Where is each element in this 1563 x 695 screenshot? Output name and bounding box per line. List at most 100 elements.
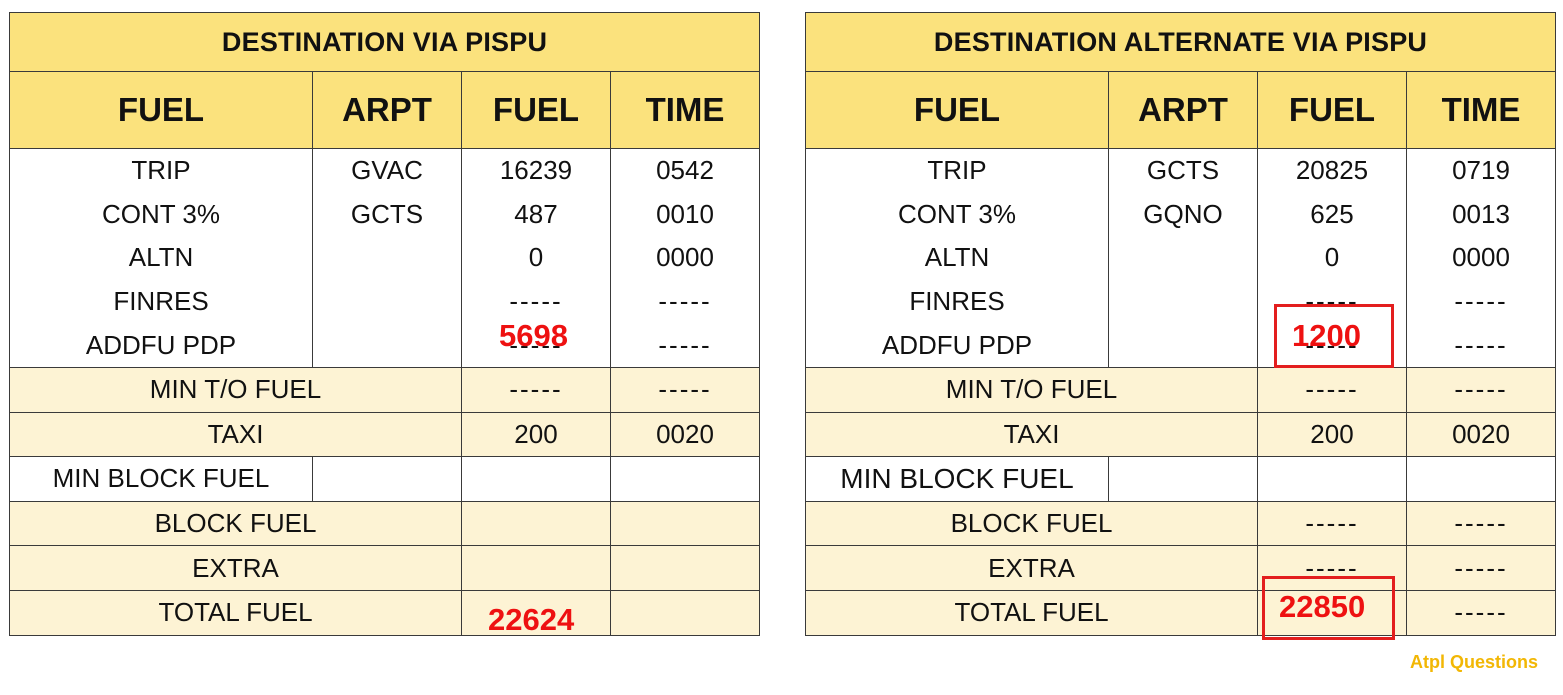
fuel-cell: 0 <box>461 236 611 280</box>
arpt-cell: GCTS <box>1108 147 1258 193</box>
total-fuel-annotation-left: 22624 <box>488 602 575 637</box>
fuel-cell: ----- <box>1257 366 1407 413</box>
table-row: CONT 3% GQNO 625 0013 <box>805 192 1557 237</box>
column-header-arpt: ARPT <box>1108 71 1258 149</box>
addfu-annotation-right: 1200 <box>1292 318 1361 353</box>
time-cell: ----- <box>1405 545 1557 591</box>
row-label: BLOCK FUEL <box>805 500 1258 547</box>
arpt-cell <box>1108 236 1258 280</box>
row-label: TRIP <box>9 147 313 193</box>
time-cell <box>609 500 761 547</box>
taxi-row: TAXI 200 0020 <box>9 411 761 458</box>
fuel-cell: 200 <box>1257 411 1407 458</box>
row-label: CONT 3% <box>9 192 313 237</box>
min-block-fuel-row: MIN BLOCK FUEL <box>9 456 761 502</box>
row-label: ALTN <box>805 236 1109 280</box>
column-header-arpt: ARPT <box>312 71 462 149</box>
table-row: TRIP GVAC 16239 0542 <box>9 147 761 193</box>
row-label: FINRES <box>9 279 313 324</box>
row-label: TRIP <box>805 147 1109 193</box>
column-header-fuel-label: FUEL <box>805 71 1109 149</box>
row-label: TAXI <box>9 411 462 458</box>
total-fuel-annotation-right: 22850 <box>1279 589 1366 624</box>
time-cell: 0013 <box>1405 192 1557 237</box>
fuel-cell: 0 <box>1257 236 1407 280</box>
time-cell: ----- <box>1405 589 1557 636</box>
watermark-logo: Atpl Questions <box>1410 652 1539 672</box>
fuel-cell <box>1257 456 1407 502</box>
table-row: ADDFU PDP ----- ----- <box>805 323 1557 368</box>
fuel-cell <box>461 589 611 636</box>
time-cell <box>609 545 761 591</box>
row-label: CONT 3% <box>805 192 1109 237</box>
table-row: FINRES ----- ----- <box>9 279 761 324</box>
fuel-cell: ----- <box>1257 279 1407 324</box>
total-fuel-row: TOTAL FUEL <box>9 589 761 636</box>
row-label: ADDFU PDP <box>9 323 313 368</box>
addfu-highlight-box <box>1274 304 1394 368</box>
fuel-cell: ----- <box>1257 500 1407 547</box>
table-row: ALTN 0 0000 <box>805 236 1557 280</box>
destination-fuel-table: DESTINATION VIA PISPU FUEL ARPT FUEL TIM… <box>8 12 761 636</box>
row-label: MIN T/O FUEL <box>9 366 462 413</box>
min-to-fuel-row: MIN T/O FUEL ----- ----- <box>805 366 1557 413</box>
table-row: FINRES ----- ----- <box>805 279 1557 324</box>
row-label: EXTRA <box>805 545 1258 591</box>
time-cell: 0719 <box>1405 147 1557 193</box>
fuel-cell <box>1257 589 1407 636</box>
arpt-cell <box>312 236 462 280</box>
fuel-cell <box>461 545 611 591</box>
time-cell: ----- <box>1405 323 1557 368</box>
fuel-cell: ----- <box>461 323 611 368</box>
table-row: ADDFU PDP ----- ----- <box>9 323 761 368</box>
row-label: FINRES <box>805 279 1109 324</box>
fuel-cell: 20825 <box>1257 147 1407 193</box>
time-cell <box>1405 456 1557 502</box>
arpt-cell <box>1108 323 1258 368</box>
min-block-fuel-row: MIN BLOCK FUEL <box>805 456 1557 502</box>
time-cell: 0000 <box>609 236 761 280</box>
fuel-cell: ----- <box>461 366 611 413</box>
row-label: MIN BLOCK FUEL <box>9 456 313 502</box>
arpt-cell: GCTS <box>312 192 462 237</box>
min-to-fuel-row: MIN T/O FUEL ----- ----- <box>9 366 761 413</box>
taxi-row: TAXI 200 0020 <box>805 411 1557 458</box>
fuel-cell: 487 <box>461 192 611 237</box>
arpt-cell <box>312 323 462 368</box>
column-header-fuel: FUEL <box>1257 71 1407 149</box>
extra-row: EXTRA <box>9 545 761 591</box>
row-label: TAXI <box>805 411 1258 458</box>
time-cell: ----- <box>1405 500 1557 547</box>
arpt-cell: GQNO <box>1108 192 1258 237</box>
time-cell: ----- <box>609 323 761 368</box>
table-title: DESTINATION ALTERNATE VIA PISPU <box>804 12 1557 72</box>
block-fuel-row: BLOCK FUEL ----- ----- <box>805 500 1557 547</box>
row-label: TOTAL FUEL <box>805 589 1258 636</box>
row-label: EXTRA <box>9 545 462 591</box>
time-cell: ----- <box>609 279 761 324</box>
time-cell: 0020 <box>1405 411 1557 458</box>
row-label: ADDFU PDP <box>805 323 1109 368</box>
arpt-cell <box>1108 456 1258 502</box>
addfu-annotation-left: 5698 <box>499 318 568 353</box>
fuel-cell: 16239 <box>461 147 611 193</box>
fuel-cell: 625 <box>1257 192 1407 237</box>
fuel-cell: ----- <box>1257 545 1407 591</box>
time-cell: 0010 <box>609 192 761 237</box>
time-cell: 0542 <box>609 147 761 193</box>
row-label: BLOCK FUEL <box>9 500 462 547</box>
arpt-cell <box>312 279 462 324</box>
row-label: TOTAL FUEL <box>9 589 462 636</box>
column-header-time: TIME <box>609 71 761 149</box>
table-row: CONT 3% GCTS 487 0010 <box>9 192 761 237</box>
total-fuel-row: TOTAL FUEL ----- <box>805 589 1557 636</box>
column-header-time: TIME <box>1405 71 1557 149</box>
arpt-cell <box>312 456 462 502</box>
time-cell <box>609 589 761 636</box>
row-label: MIN T/O FUEL <box>805 366 1258 413</box>
table-row: TRIP GCTS 20825 0719 <box>805 147 1557 193</box>
time-cell <box>609 456 761 502</box>
destination-alternate-fuel-table: DESTINATION ALTERNATE VIA PISPU FUEL ARP… <box>804 12 1557 636</box>
fuel-cell <box>461 456 611 502</box>
block-fuel-row: BLOCK FUEL <box>9 500 761 547</box>
